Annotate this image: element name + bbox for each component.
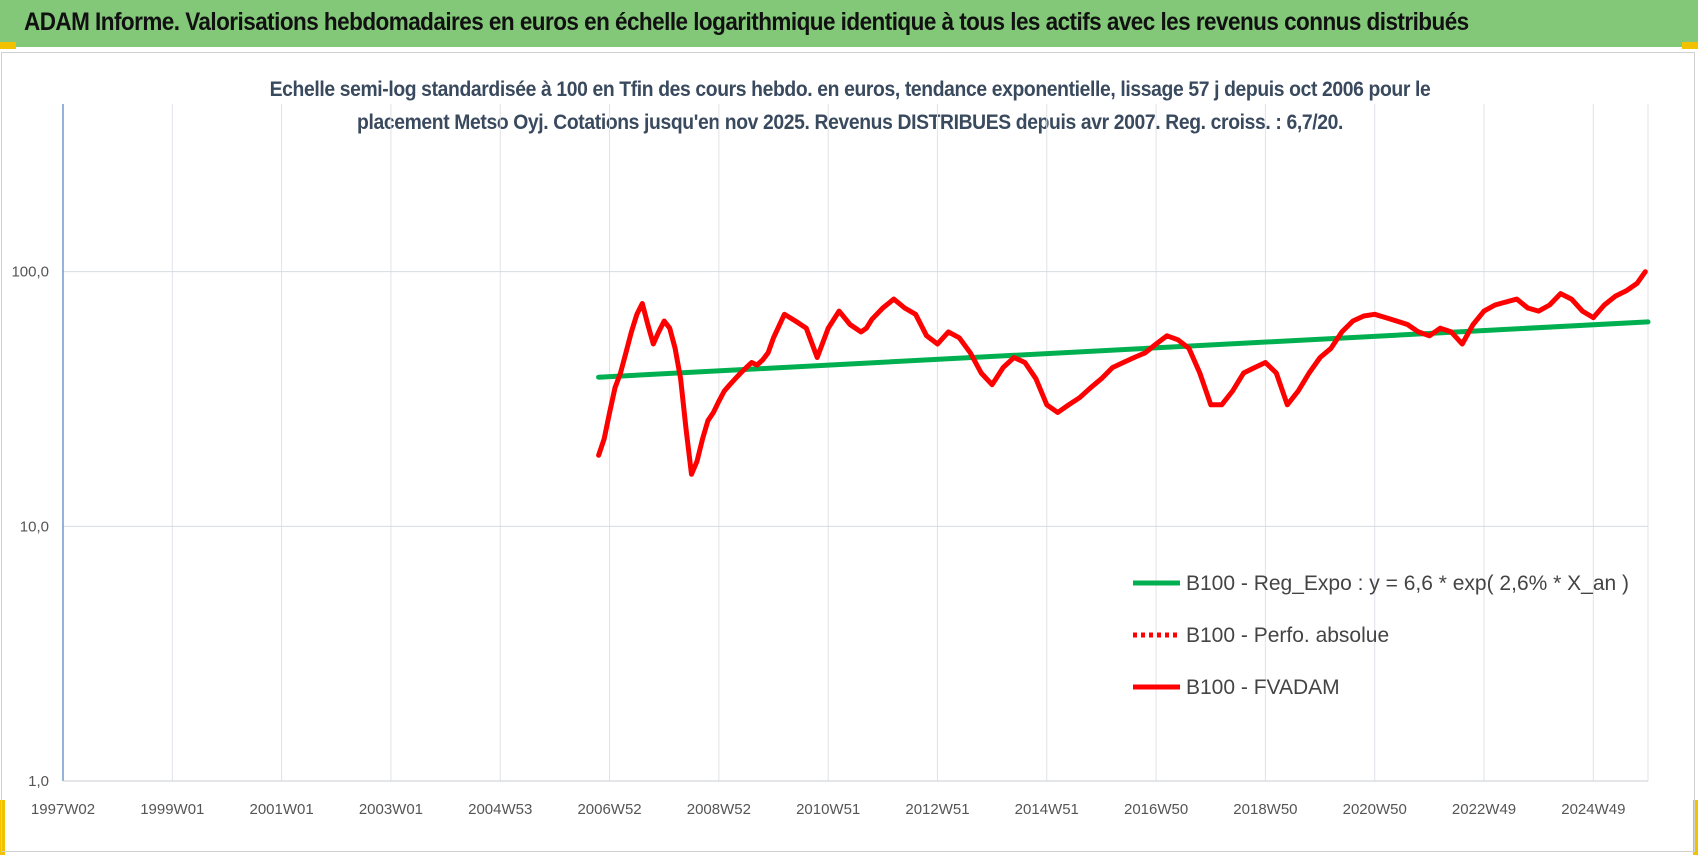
banner-title: ADAM Informe. Valorisations hebdomadaire… <box>24 8 1469 36</box>
x-tick-label: 2022W49 <box>1452 801 1516 818</box>
x-tick-label: 2003W01 <box>359 801 423 818</box>
x-tick-label: 2012W51 <box>905 801 969 818</box>
x-tick-label: 2004W53 <box>468 801 532 818</box>
chart-title-line-2: placement Metso Oyj. Cotations jusqu'en … <box>357 111 1343 134</box>
series-line-3 <box>596 269 1648 477</box>
chart-title-line-1: Echelle semi-log standardisée à 100 en T… <box>269 78 1431 101</box>
x-tick-label: 2010W51 <box>796 801 860 818</box>
corner-marker-bottom-right <box>1693 800 1698 855</box>
x-tick-label: 2001W01 <box>250 801 314 818</box>
x-tick-label: 2014W51 <box>1015 801 1079 818</box>
grid-layer <box>62 104 1649 782</box>
corner-marker-bottom-left <box>0 800 5 855</box>
x-tick-label: 2020W50 <box>1343 801 1407 818</box>
legend-label-1: B100 - Reg_Expo : y = 6,6 * exp( 2,6% * … <box>1186 572 1629 595</box>
x-tick-label: 2006W52 <box>577 801 641 818</box>
header-banner: ADAM Informe. Valorisations hebdomadaire… <box>0 0 1698 47</box>
y-tick-label: 100,0 <box>11 264 49 281</box>
x-tick-label: 1997W02 <box>31 801 95 818</box>
axis-layer: 1997W02 1999W01 2001W01 2003W01 2004W53 2006W… <box>11 104 1648 818</box>
chart-frame <box>1 52 1695 852</box>
corner-marker-top-left <box>0 42 16 49</box>
y-tick-label: 10,0 <box>20 518 49 535</box>
series-line-1 <box>596 319 1651 380</box>
legend: B100 - Reg_Expo : y = 6,6 * exp( 2,6% * … <box>1133 572 1629 699</box>
x-tick-label: 2024W49 <box>1561 801 1625 818</box>
y-tick-label: 1,0 <box>28 773 49 790</box>
x-tick-label: 2018W50 <box>1233 801 1297 818</box>
corner-marker-top-right <box>1682 42 1698 49</box>
x-tick-label: 2016W50 <box>1124 801 1188 818</box>
chart-title: Echelle semi-log standardisée à 100 en T… <box>200 73 1500 139</box>
x-tick-label: 1999W01 <box>140 801 204 818</box>
x-tick-label: 2008W52 <box>687 801 751 818</box>
legend-label-3: B100 - FVADAM <box>1186 676 1340 699</box>
series-layer <box>596 269 1651 477</box>
legend-label-2: B100 - Perfo. absolue <box>1186 624 1389 647</box>
